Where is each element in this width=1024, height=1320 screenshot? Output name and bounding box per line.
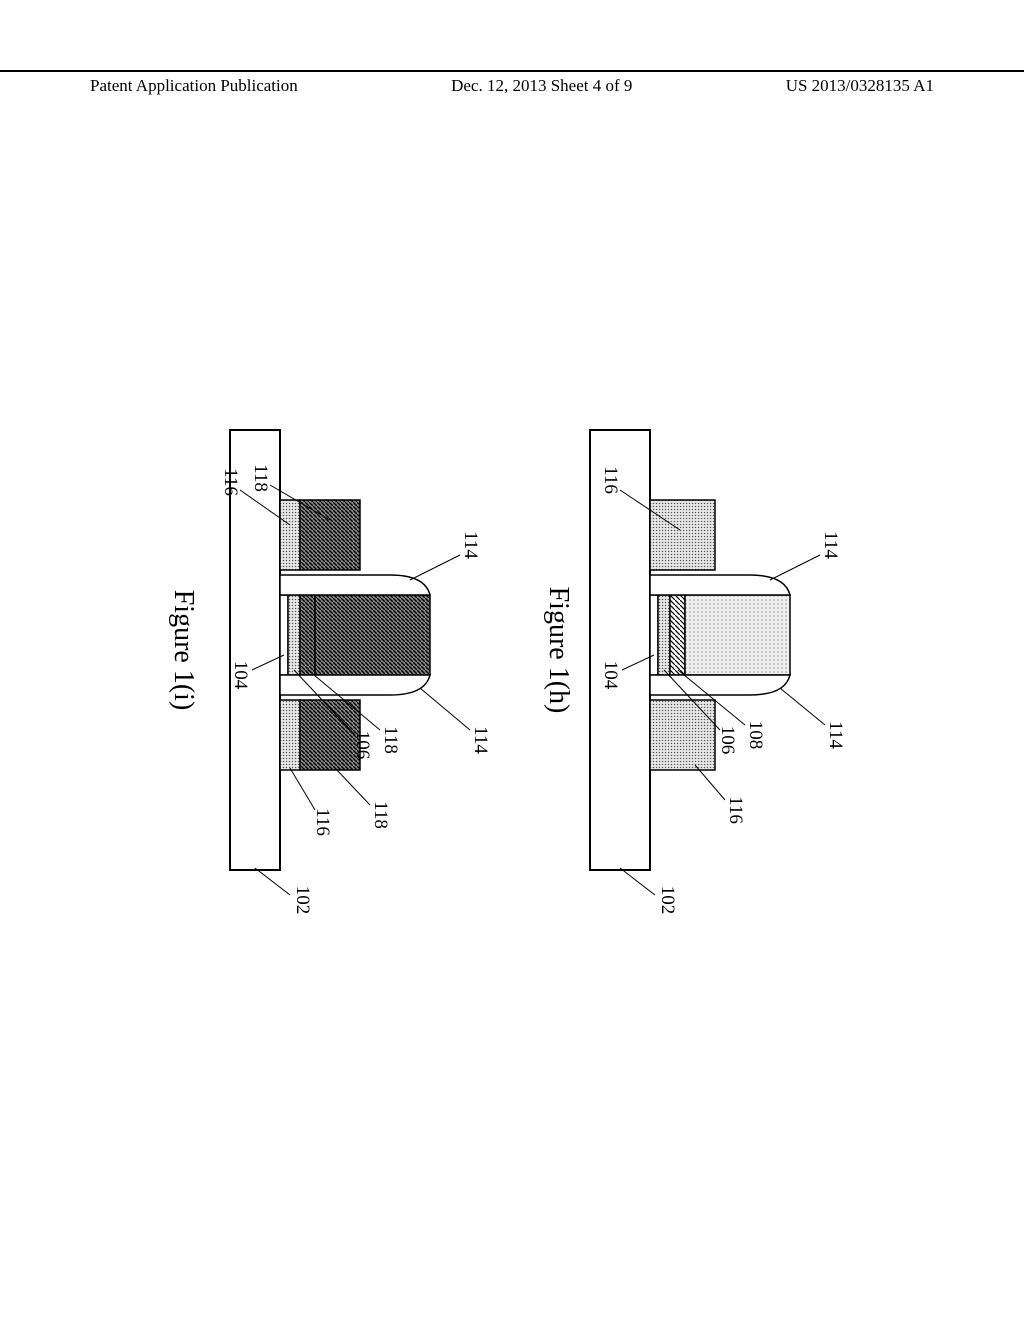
label-i-116b: 116 [312,808,333,836]
block-116-right [650,700,715,770]
spacer-114-right-i [280,675,430,695]
label-i-114a: 114 [460,531,481,559]
layer-106 [658,595,670,675]
label-116b: 116 [725,796,746,824]
label-i-118a: 118 [250,464,271,492]
label-i-116a: 116 [220,468,241,496]
header-center: Dec. 12, 2013 Sheet 4 of 9 [451,72,632,96]
label-114b: 114 [825,721,846,749]
label-i-104: 104 [230,661,251,690]
spacer-114-left [650,575,790,595]
block-118-left [300,500,360,570]
label-108: 108 [745,721,766,750]
label-102: 102 [657,886,678,915]
layer-104-i [280,595,288,675]
figure-h-caption: Figure 1(h) [543,587,574,714]
block-118-right [300,700,360,770]
label-116a: 116 [600,466,621,494]
label-i-118b: 118 [380,726,401,754]
layer-106-i [288,595,300,675]
layer-118-gate [300,595,315,675]
spacer-114-left-i [280,575,430,595]
page-header: Patent Application Publication Dec. 12, … [0,70,1024,96]
rotated-content: 114 114 108 106 104 116 116 102 Figure 1… [140,370,880,930]
layer-104 [650,595,658,675]
gate-block [685,595,790,675]
substrate-102 [590,430,650,870]
figure-1h: 114 114 108 106 104 116 116 102 Figure 1… [530,370,880,930]
label-i-114b: 114 [470,726,491,754]
figure-i-caption: Figure 1(i) [168,590,199,711]
block-116-left [650,500,715,570]
label-i-106: 106 [352,731,373,760]
label-i-102: 102 [292,886,313,915]
substrate-102-i [230,430,280,870]
header-right: US 2013/0328135 A1 [786,72,934,96]
figure-1i: 114 114 118 106 104 118 116 118 116 102 … [145,370,525,930]
label-104: 104 [600,661,621,690]
block-116-left-i [280,500,300,570]
label-i-118c: 118 [370,801,391,829]
label-114a: 114 [820,531,841,559]
gate-block-i [315,595,430,675]
header-left: Patent Application Publication [90,72,298,96]
block-116-right-i [280,700,300,770]
label-106: 106 [717,726,738,755]
layer-108 [670,595,685,675]
